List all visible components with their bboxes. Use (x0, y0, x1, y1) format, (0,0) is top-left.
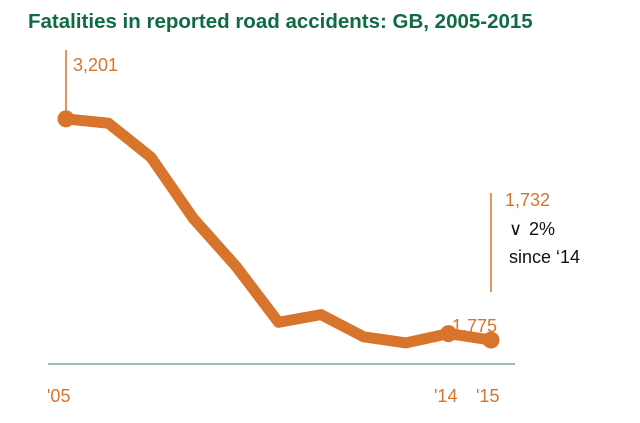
x-tick-labels: '05 '14 '15 (47, 386, 499, 406)
change-percent: 2% (529, 219, 555, 239)
data-point-2014 (440, 325, 457, 343)
x-tick-label-2015: '15 (476, 386, 499, 406)
value-labels: 3,201 1,775 1,732 (73, 55, 550, 336)
value-label-2015: 1,732 (505, 190, 550, 210)
x-tick-label-2014: '14 (434, 386, 457, 406)
series-line-fatalities (60, 113, 497, 349)
value-label-2014: 1,775 (452, 316, 497, 336)
data-point-2015 (482, 331, 500, 349)
data-point-2005 (57, 110, 75, 128)
x-tick-label-2005: '05 (47, 386, 70, 406)
change-since-label: since ‘14 (509, 247, 580, 267)
chart-title: Fatalities in reported road accidents: G… (28, 10, 533, 33)
leader-lines (65, 50, 492, 338)
value-label-2005: 3,201 (73, 55, 118, 75)
change-arrow-icon: ∨ (509, 219, 522, 239)
data-points (57, 110, 500, 349)
